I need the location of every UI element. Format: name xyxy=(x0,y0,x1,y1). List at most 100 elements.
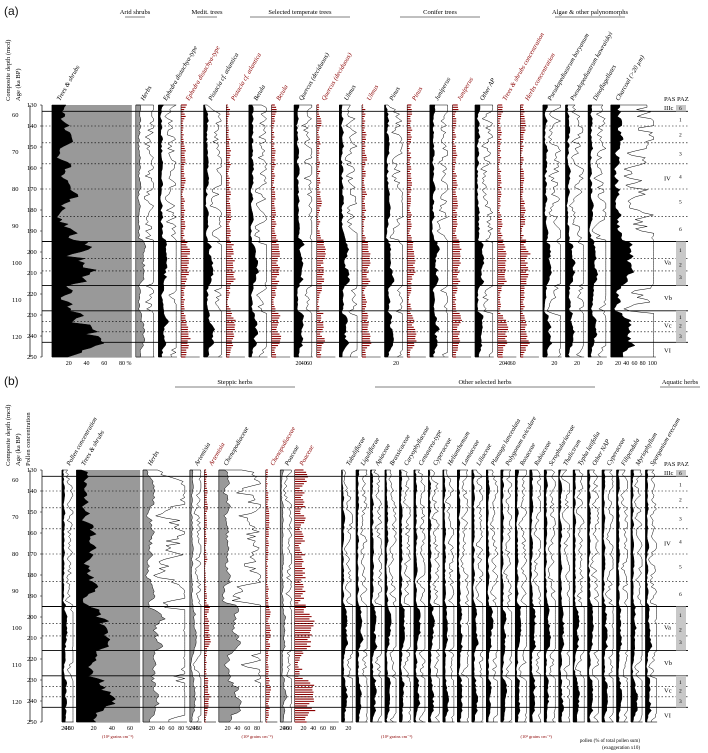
data-area xyxy=(399,469,406,723)
column-tick-label: 20 xyxy=(393,361,399,367)
paz-zone: 1 xyxy=(679,248,682,254)
column-tick-label: 60 xyxy=(306,361,312,367)
paz-zone: 2 xyxy=(679,132,682,138)
paz-zone: 3 xyxy=(679,699,682,705)
column-tick-label: 80 % xyxy=(178,726,191,732)
group-label: Steppic herbs xyxy=(217,379,253,386)
data-area xyxy=(370,469,378,723)
group-label: Arid shrubs xyxy=(120,9,151,16)
data-area xyxy=(384,469,392,723)
age-tick-label: 140 xyxy=(27,123,37,130)
unit-label: (10³ grains cm⁻³) xyxy=(102,734,134,739)
data-area xyxy=(413,469,421,723)
age-tick-label: 190 xyxy=(27,228,37,235)
data-area xyxy=(457,469,463,723)
data-area xyxy=(135,104,147,358)
pas-zone: IV xyxy=(664,541,671,548)
column-tick-label: 20 xyxy=(597,361,603,367)
unit-label: (10³ grains cm⁻³) xyxy=(195,369,227,370)
paz-zone: 6 xyxy=(679,106,682,112)
paz-zone: 1 xyxy=(679,483,682,489)
exaggeration-line xyxy=(62,469,74,722)
column-label: Chenopodiaceae xyxy=(223,426,251,467)
exaggeration-line xyxy=(515,469,527,723)
unit-label: (10³ grains cm⁻³) xyxy=(247,369,279,370)
column-label: Dinoflagellates xyxy=(591,63,618,102)
column-tick-label: 40 xyxy=(301,361,307,367)
age-tick-label: 130 xyxy=(27,102,37,109)
exaggeration-line xyxy=(486,469,498,723)
axis-title: Pollen concentration xyxy=(25,412,32,466)
column-tick-label: 20 xyxy=(61,726,67,732)
paz-zone: 2 xyxy=(679,628,682,634)
exaggeration-line xyxy=(248,104,268,358)
unit-label: (10³ grains cm⁻³) xyxy=(521,734,553,739)
pas-zone: Vb xyxy=(664,660,672,667)
age-tick-label: 230 xyxy=(27,677,37,684)
age-tick-label: 150 xyxy=(27,509,37,516)
exaggeration-line xyxy=(529,469,542,723)
exaggeration-line xyxy=(558,469,570,723)
column-tick-label: 80 % xyxy=(119,361,132,367)
exaggeration-line xyxy=(610,104,654,357)
exaggeration-line xyxy=(588,104,607,358)
column-label: Juniperus xyxy=(456,76,475,102)
data-area xyxy=(616,469,623,723)
depth-tick-label: 90 xyxy=(12,588,19,595)
paz-zone: 5 xyxy=(679,565,682,571)
depth-tick-label: 120 xyxy=(12,699,22,706)
column-tick-label: 40 xyxy=(504,361,510,367)
data-area xyxy=(279,469,288,723)
age-tick-label: 250 xyxy=(27,354,37,361)
unit-label: (10³ coenobia cm⁻³) xyxy=(453,369,490,370)
paz-zone: 3 xyxy=(679,275,682,281)
exaggeration-line xyxy=(442,469,455,723)
exaggeration-line xyxy=(135,104,154,357)
data-area xyxy=(384,104,395,358)
exaggeration-line xyxy=(602,469,614,723)
column-tick-label: 20 xyxy=(66,361,72,367)
column-tick-label: 100 xyxy=(648,361,657,367)
age-tick-label: 140 xyxy=(27,488,37,495)
age-tick-label: 160 xyxy=(27,165,37,172)
group-label: Conifer trees xyxy=(423,9,457,16)
exaggeration-line xyxy=(280,469,292,722)
data-area xyxy=(587,469,594,723)
column-tick-label: 80 xyxy=(330,726,336,732)
depth-tick-label: 100 xyxy=(12,260,22,267)
age-tick-label: 230 xyxy=(27,312,37,319)
age-tick-label: 170 xyxy=(27,551,37,558)
exaggeration-line xyxy=(429,104,448,358)
pas-zone: Vc xyxy=(664,323,672,330)
age-tick-label: 150 xyxy=(27,144,37,151)
pas-zone: VI xyxy=(664,713,671,720)
exaggeration-line xyxy=(500,469,513,723)
data-area xyxy=(610,104,636,358)
panel-a-label: (a) xyxy=(4,4,19,18)
data-area xyxy=(442,469,449,723)
exaggeration-line xyxy=(645,469,657,723)
pas-label: PAS xyxy=(664,96,676,103)
data-area xyxy=(471,469,479,723)
data-area xyxy=(572,469,580,723)
data-area xyxy=(565,104,576,358)
exaggeration-line xyxy=(370,469,382,723)
age-tick-label: 180 xyxy=(27,207,37,214)
data-area xyxy=(339,104,350,358)
column-tick-label: 20 xyxy=(295,361,301,367)
column-tick-label: 20 xyxy=(499,361,505,367)
exaggeration-line xyxy=(542,104,562,358)
paz-zone: 5 xyxy=(679,200,682,206)
unit-label: (10³ grains cm⁻³) xyxy=(350,369,382,370)
exaggeration-line xyxy=(218,469,262,723)
data-area xyxy=(486,469,494,723)
paz-shade xyxy=(676,310,686,343)
column-tick-label: 60 xyxy=(286,726,292,732)
column-label: Betula xyxy=(275,84,290,102)
column-label: Pinus xyxy=(410,85,424,103)
paz-zone: 3 xyxy=(679,516,682,522)
column-label: Pseudopediastrum kawraiskyi xyxy=(569,31,615,103)
panel-b-chart: Composite depth (mcd) Age (ka BP) Pollen c… xyxy=(5,379,700,751)
column-tick-label: 60 xyxy=(101,361,107,367)
column-label: Trees & shrubs concentration xyxy=(501,32,546,102)
